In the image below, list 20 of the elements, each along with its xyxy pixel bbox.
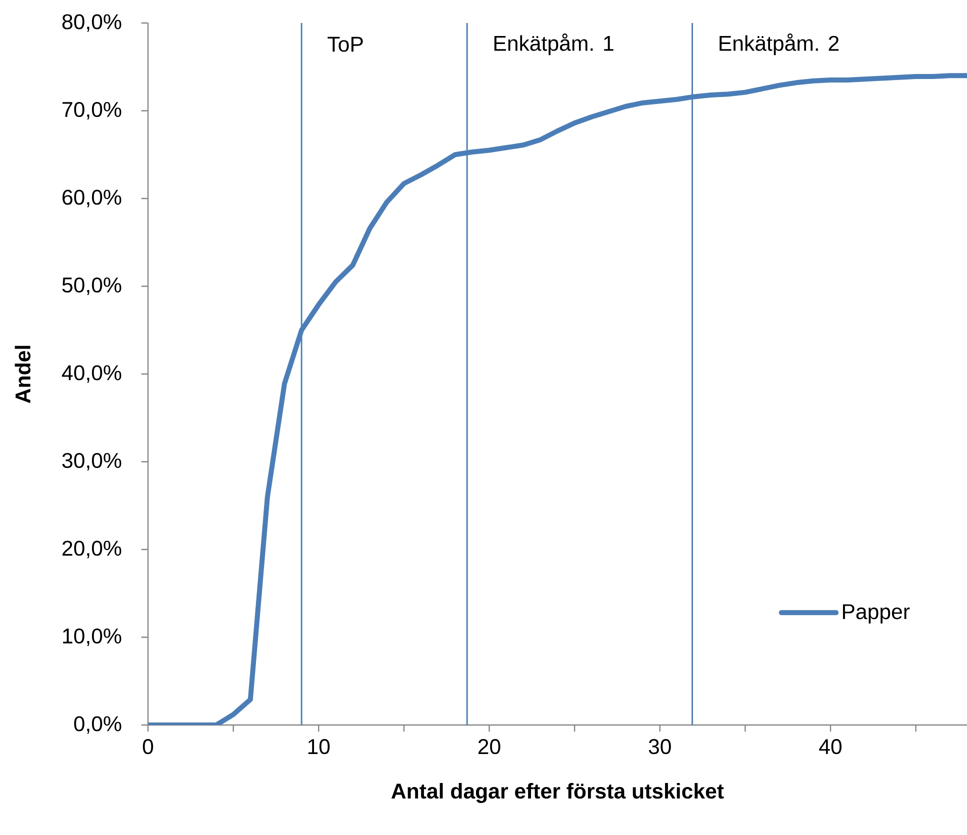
x-tick-label: 30 [648,739,671,754]
y-tick-label: 10,0% [63,628,122,646]
y-tick-label: 40,0% [62,365,122,383]
x-tick-label: 10 [308,739,330,754]
y-tick-label: 70,0% [62,102,122,120]
x-tick-label: 20 [478,739,500,754]
y-axis-title: Andel [14,346,30,404]
ref-line-label: Enkätpåm. 1 [494,34,614,56]
x-tick-label: 0 [142,739,154,754]
y-tick-label: 50,0% [62,277,122,296]
ref-line-label: ToP [328,36,363,52]
y-tick-label: 30,0% [62,452,122,471]
y-tick-label: 80,0% [62,14,122,32]
y-tick-label: 20,0% [62,540,122,558]
ref-line-label: Enkätpåm. 2 [720,34,839,56]
x-axis-title: Antal dagar efter första utskicket [391,783,724,803]
y-tick-label: 0,0% [74,716,122,734]
legend-label: Papper [842,604,910,624]
x-tick-label: 40 [819,739,842,754]
y-tick-label: 60,0% [62,190,122,208]
